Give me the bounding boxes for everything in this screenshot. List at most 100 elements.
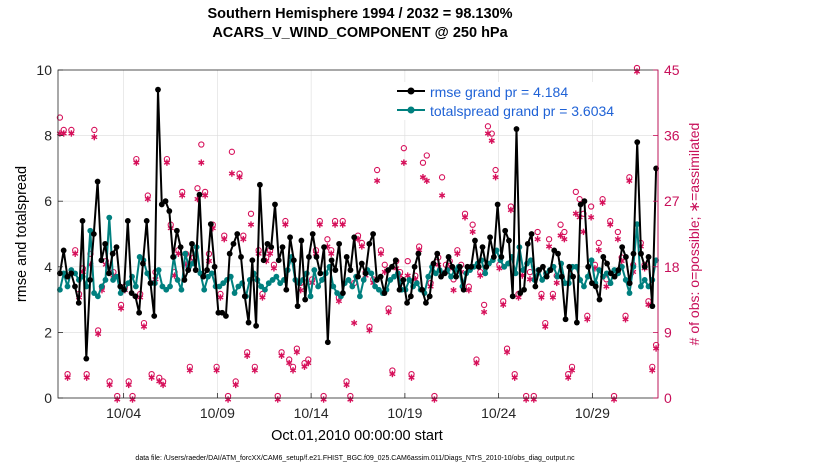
obs-assimilated-point (454, 250, 461, 257)
totalspread-point (603, 270, 610, 277)
y-tick-label: 8 (44, 128, 52, 144)
rmse-point (441, 270, 448, 277)
totalspread-point (356, 293, 363, 300)
obs-assimilated-point (626, 177, 633, 185)
rmse-point (502, 227, 509, 234)
rmse-point (245, 319, 252, 326)
obs-assimilated-point (244, 352, 251, 359)
obs-assimilated-point (156, 378, 163, 385)
obs-assimilated-point (144, 195, 151, 203)
rmse-point (309, 231, 316, 237)
obs-assimilated-point (492, 173, 499, 181)
obs-possible-point (247, 210, 255, 217)
footnote: data file: /Users/raeder/DAI/ATM_forcXX/… (135, 455, 575, 462)
rmse-point (272, 201, 278, 208)
y-right-tick-label: 36 (664, 128, 680, 144)
totalspread-point (368, 270, 375, 277)
obs-assimilated-point (289, 367, 297, 374)
rmse-point (377, 273, 384, 280)
obs-assimilated-point (599, 199, 606, 206)
totalspread-point (64, 283, 71, 290)
rmse-point (275, 257, 282, 264)
rmse-point (630, 250, 637, 257)
rmse-point (128, 290, 135, 296)
obs-assimilated-point (530, 396, 537, 403)
rmse-point (192, 267, 199, 273)
y-right-tick-label: 27 (664, 193, 680, 209)
obs-assimilated-point (480, 308, 488, 316)
y-right-tick-label: 45 (664, 62, 680, 78)
obs-assimilated-point (351, 319, 358, 327)
totalspread-point (94, 293, 101, 300)
rmse-point (649, 303, 656, 310)
rmse-point (381, 290, 388, 296)
obs-assimilated-point (270, 265, 278, 272)
rmse-point (109, 250, 116, 257)
y-tick-label: 4 (44, 259, 52, 275)
obs-possible-point (400, 145, 408, 152)
obs-assimilated-point (140, 323, 148, 330)
obs-assimilated-point (511, 374, 518, 381)
obs-assimilated-point (377, 250, 385, 257)
rmse-point (607, 270, 614, 277)
rmse-point (219, 309, 226, 316)
y-tick-label: 2 (44, 324, 52, 340)
rmse-point (230, 240, 237, 247)
rmse-point (453, 273, 460, 280)
rmse-point (249, 257, 256, 264)
obs-assimilated-point (542, 323, 549, 330)
obs-assimilated-point (607, 221, 614, 228)
rmse-point (528, 231, 535, 237)
rmse-point (351, 234, 358, 241)
rmse-point (177, 244, 184, 251)
totalspread-point (554, 273, 561, 280)
totalspread-point (641, 277, 648, 283)
rmse-point (340, 290, 346, 296)
rmse-point (170, 254, 176, 260)
rmse-point (343, 254, 350, 260)
obs-assimilated-point (603, 283, 610, 290)
rmse-point (385, 267, 392, 273)
obs-assimilated-point (400, 159, 407, 166)
rmse-point (411, 263, 418, 270)
rmse-point (317, 270, 324, 277)
y-right-tick-label: 18 (664, 259, 680, 275)
rmse-point (140, 260, 146, 267)
obs-assimilated-point (343, 381, 350, 389)
obs-possible-point (228, 148, 236, 155)
axes: 0 2 4 6 8 10 0 9 18 27 36 45 10/04 10/09 10/14 10/19 10/… (36, 62, 679, 421)
totalspread-point (391, 273, 397, 280)
obs-assimilated-point (366, 327, 373, 334)
obs-assimilated-point (278, 352, 285, 359)
obs-assimilated-point (259, 294, 266, 301)
legend-spread-marker (407, 106, 415, 114)
rmse-point (283, 286, 290, 293)
obs-assimilated-point (282, 221, 289, 228)
obs-assimilated-point (545, 243, 553, 250)
obs-assimilated-point (286, 359, 293, 367)
y-right-tick-label: 0 (664, 390, 672, 406)
rmse-point (585, 263, 592, 270)
obs-possible-point (373, 166, 381, 174)
totalspread-point (319, 277, 325, 283)
totalspread-point (432, 270, 439, 277)
rmse-point (226, 250, 233, 257)
totalspread-point (182, 250, 189, 257)
obs-assimilated-point (557, 232, 564, 239)
obs-possible-point (423, 152, 430, 159)
obs-assimilated-point (251, 367, 258, 374)
totalspread-point (262, 286, 268, 293)
totalspread-point (102, 277, 109, 283)
rmse-point (400, 277, 407, 283)
totalspread-point (387, 277, 394, 283)
legend-spread-label: totalspread grand pr = 3.6034 (430, 103, 614, 119)
y-axis-right-label: # of obs: o=possible; ∗=assimilated (686, 123, 702, 346)
totalspread-point (311, 267, 318, 273)
totalspread-point (307, 293, 314, 300)
rmse-point (600, 254, 607, 260)
rmse-point (298, 237, 305, 244)
rmse-point (558, 273, 565, 280)
rmse-point (611, 273, 618, 280)
obs-assimilated-point (484, 130, 492, 137)
obs-possible-point (324, 236, 331, 243)
